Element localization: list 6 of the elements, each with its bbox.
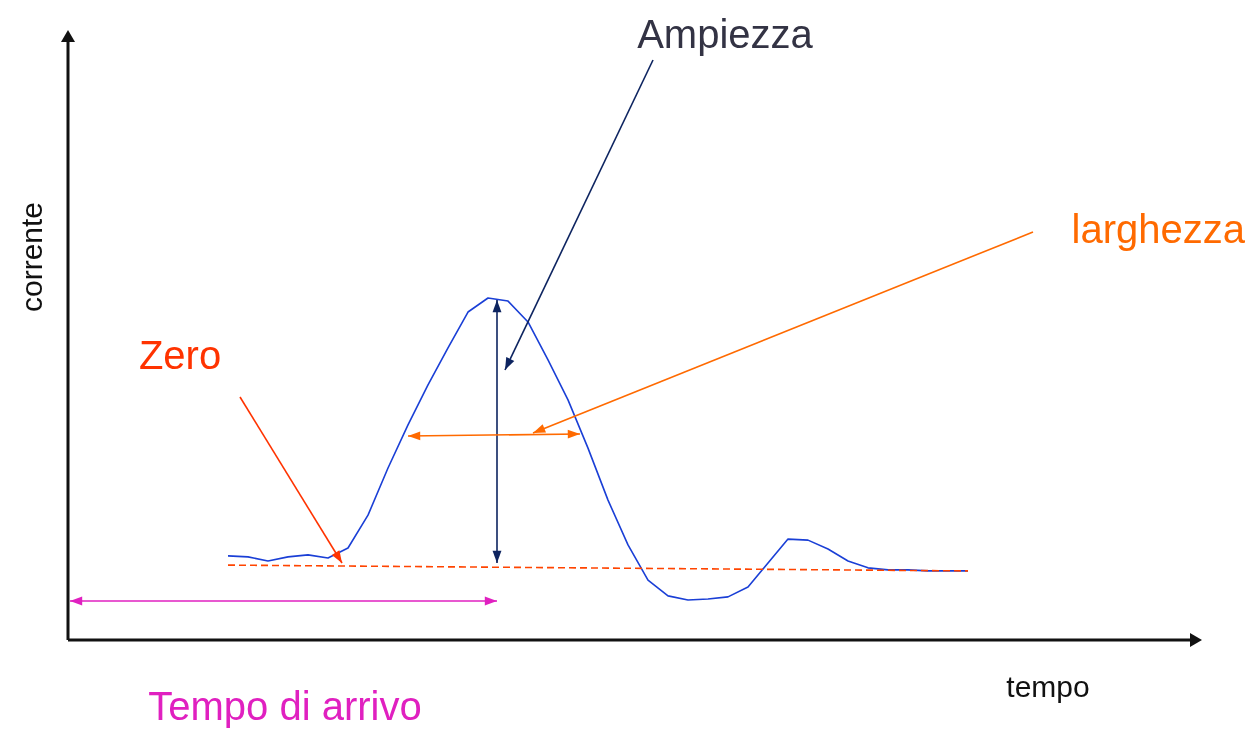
annotation: Zero	[138, 333, 222, 377]
text: Ampiezza	[637, 12, 814, 56]
text: Tempo di arrivo	[148, 684, 422, 728]
x-axis-title: tempo	[1006, 670, 1090, 703]
text: larghezza	[1071, 207, 1246, 251]
y-axis-title: corrente	[15, 201, 48, 313]
